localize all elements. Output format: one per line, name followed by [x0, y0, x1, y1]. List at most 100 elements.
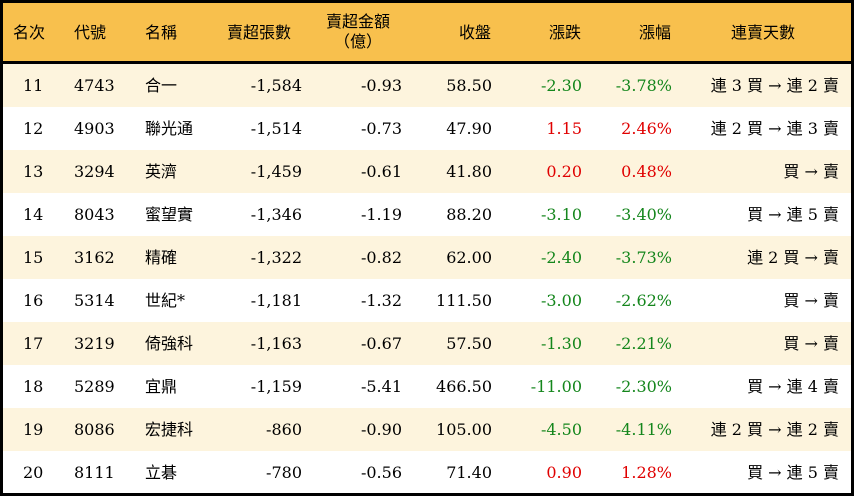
close-cell: 466.50: [436, 377, 492, 396]
close-cell: 111.50: [436, 291, 492, 310]
header-rank: 名次: [13, 23, 46, 42]
net-sell-lots-cell: -1,163: [250, 334, 302, 353]
change-pct-cell: 1.28%: [621, 463, 672, 482]
net-sell-lots-cell: -1,514: [250, 119, 302, 138]
net-sell-lots-cell: -780: [266, 463, 302, 482]
code-cell: 3294: [74, 162, 115, 181]
rank-cell: 12: [23, 119, 44, 138]
net-sell-amount-cell: -0.56: [360, 463, 402, 482]
close-cell: 41.80: [446, 162, 492, 181]
change-pct-cell: -2.62%: [615, 291, 672, 310]
close-cell: 62.00: [446, 248, 492, 267]
header-change: 漲跌: [549, 23, 582, 42]
change-pct-cell: 0.48%: [621, 162, 672, 181]
change-pct-cell: -2.30%: [615, 377, 672, 396]
net-sell-amount-cell: -0.73: [360, 119, 402, 138]
net-sell-lots-cell: -1,181: [250, 291, 302, 310]
header-net-sell-amount: 賣超金額: [326, 12, 391, 31]
rank-cell: 15: [23, 248, 44, 267]
net-sell-amount-cell: -1.32: [360, 291, 402, 310]
table-row: 20 8111 立碁 -780 -0.56 71.40 0.90 1.28% 買 → 連 5 賣: [3, 451, 851, 493]
streak-cell: 買 → 連 5 賣: [747, 463, 839, 482]
close-cell: 58.50: [446, 76, 492, 95]
close-cell: 88.20: [446, 205, 492, 224]
change-pct-cell: -3.73%: [615, 248, 672, 267]
rank-cell: 19: [23, 420, 44, 439]
table-row: 19 8086 宏捷科 -860 -0.90 105.00 -4.50 -4.11% 連 2 買…: [3, 408, 851, 451]
change-cell: -2.30: [540, 76, 582, 95]
streak-cell: 買 → 連 5 賣: [747, 205, 839, 224]
streak-cell: 買 → 賣: [783, 291, 839, 310]
name-cell: 立碁: [145, 463, 178, 482]
header-name: 名稱: [145, 23, 178, 42]
change-cell: -3.00: [540, 291, 582, 310]
net-sell-amount-cell: -0.67: [360, 334, 402, 353]
rank-cell: 11: [23, 76, 44, 95]
streak-cell: 連 2 買 → 賣: [747, 248, 839, 267]
change-cell: -3.10: [540, 205, 582, 224]
streak-cell: 買 → 賣: [783, 334, 839, 353]
net-sell-amount-cell: -0.82: [360, 248, 402, 267]
code-cell: 8043: [74, 205, 115, 224]
close-cell: 71.40: [446, 463, 492, 482]
code-cell: 8111: [74, 463, 115, 482]
close-cell: 47.90: [446, 119, 492, 138]
rank-cell: 16: [23, 291, 44, 310]
net-sell-lots-cell: -860: [266, 420, 302, 439]
name-cell: 英濟: [145, 162, 178, 181]
table-row: 14 8043 蜜望實 -1,346 -1.19 88.20 -3.10 -3.40% 買 → …: [3, 193, 851, 236]
change-cell: -4.50: [540, 420, 582, 439]
net-sell-lots-cell: -1,159: [250, 377, 302, 396]
streak-cell: 買 → 連 4 賣: [747, 377, 839, 396]
rank-cell: 13: [23, 162, 44, 181]
net-sell-lots-cell: -1,322: [250, 248, 302, 267]
streak-cell: 連 2 買 → 連 3 賣: [710, 119, 839, 138]
table-row: 12 4903 聯光通 -1,514 -0.73 47.90 1.15 2.46% 連 2 買 …: [3, 107, 851, 150]
rank-cell: 20: [23, 463, 44, 482]
table-header: 名次 代號 名稱 賣超張數 賣超金額 （億） 收盤 漲跌 漲幅 連賣天數: [3, 3, 851, 64]
header-code: 代號: [74, 23, 107, 42]
table-row: 17 3219 倚強科 -1,163 -0.67 57.50 -1.30 -2.21% 買 → …: [3, 322, 851, 365]
change-pct-cell: -3.40%: [615, 205, 672, 224]
table-row: 18 5289 宜鼎 -1,159 -5.41 466.50 -11.00 -2.30% 買 →…: [3, 365, 851, 408]
streak-cell: 連 3 買 → 連 2 賣: [710, 76, 839, 95]
table-row: 11 4743 合一 -1,584 -0.93 58.50 -2.30 -3.78% 連 3 買…: [3, 64, 851, 107]
net-sell-lots-cell: -1,346: [250, 205, 302, 224]
name-cell: 世紀*: [145, 291, 186, 310]
net-sell-amount-cell: -0.90: [360, 420, 402, 439]
name-cell: 聯光通: [145, 119, 194, 138]
header-net-sell-amount-unit: （億）: [334, 32, 383, 51]
change-cell: 0.20: [546, 162, 582, 181]
code-cell: 3162: [74, 248, 115, 267]
change-pct-cell: 2.46%: [621, 119, 672, 138]
change-cell: -2.40: [540, 248, 582, 267]
rank-cell: 17: [23, 334, 44, 353]
net-sell-lots-cell: -1,584: [250, 76, 302, 95]
change-pct-cell: -2.21%: [615, 334, 672, 353]
header-net-sell-lots: 賣超張數: [227, 23, 292, 42]
close-cell: 57.50: [446, 334, 492, 353]
name-cell: 宜鼎: [145, 377, 178, 396]
header-change-pct: 漲幅: [639, 23, 672, 42]
code-cell: 4743: [74, 76, 115, 95]
code-cell: 5314: [74, 291, 115, 310]
table-row: 16 5314 世紀* -1,181 -1.32 111.50 -3.00 -2.62% 買 →…: [3, 279, 851, 322]
name-cell: 精確: [145, 248, 178, 267]
name-cell: 蜜望實: [145, 205, 194, 224]
table-row: 15 3162 精確 -1,322 -0.82 62.00 -2.40 -3.73% 連 2 買…: [3, 236, 851, 279]
code-cell: 5289: [74, 377, 115, 396]
rank-cell: 14: [23, 205, 44, 224]
header-streak: 連賣天數: [731, 23, 796, 42]
change-cell: 0.90: [546, 463, 582, 482]
name-cell: 倚強科: [145, 334, 194, 353]
net-sell-amount-cell: -1.19: [360, 205, 402, 224]
net-sell-lots-cell: -1,459: [250, 162, 302, 181]
change-cell: -11.00: [530, 377, 582, 396]
code-cell: 8086: [74, 420, 115, 439]
streak-cell: 連 2 買 → 連 2 賣: [710, 420, 839, 439]
change-cell: -1.30: [540, 334, 582, 353]
net-sell-amount-cell: -5.41: [360, 377, 402, 396]
name-cell: 合一: [145, 76, 178, 95]
name-cell: 宏捷科: [145, 420, 194, 439]
